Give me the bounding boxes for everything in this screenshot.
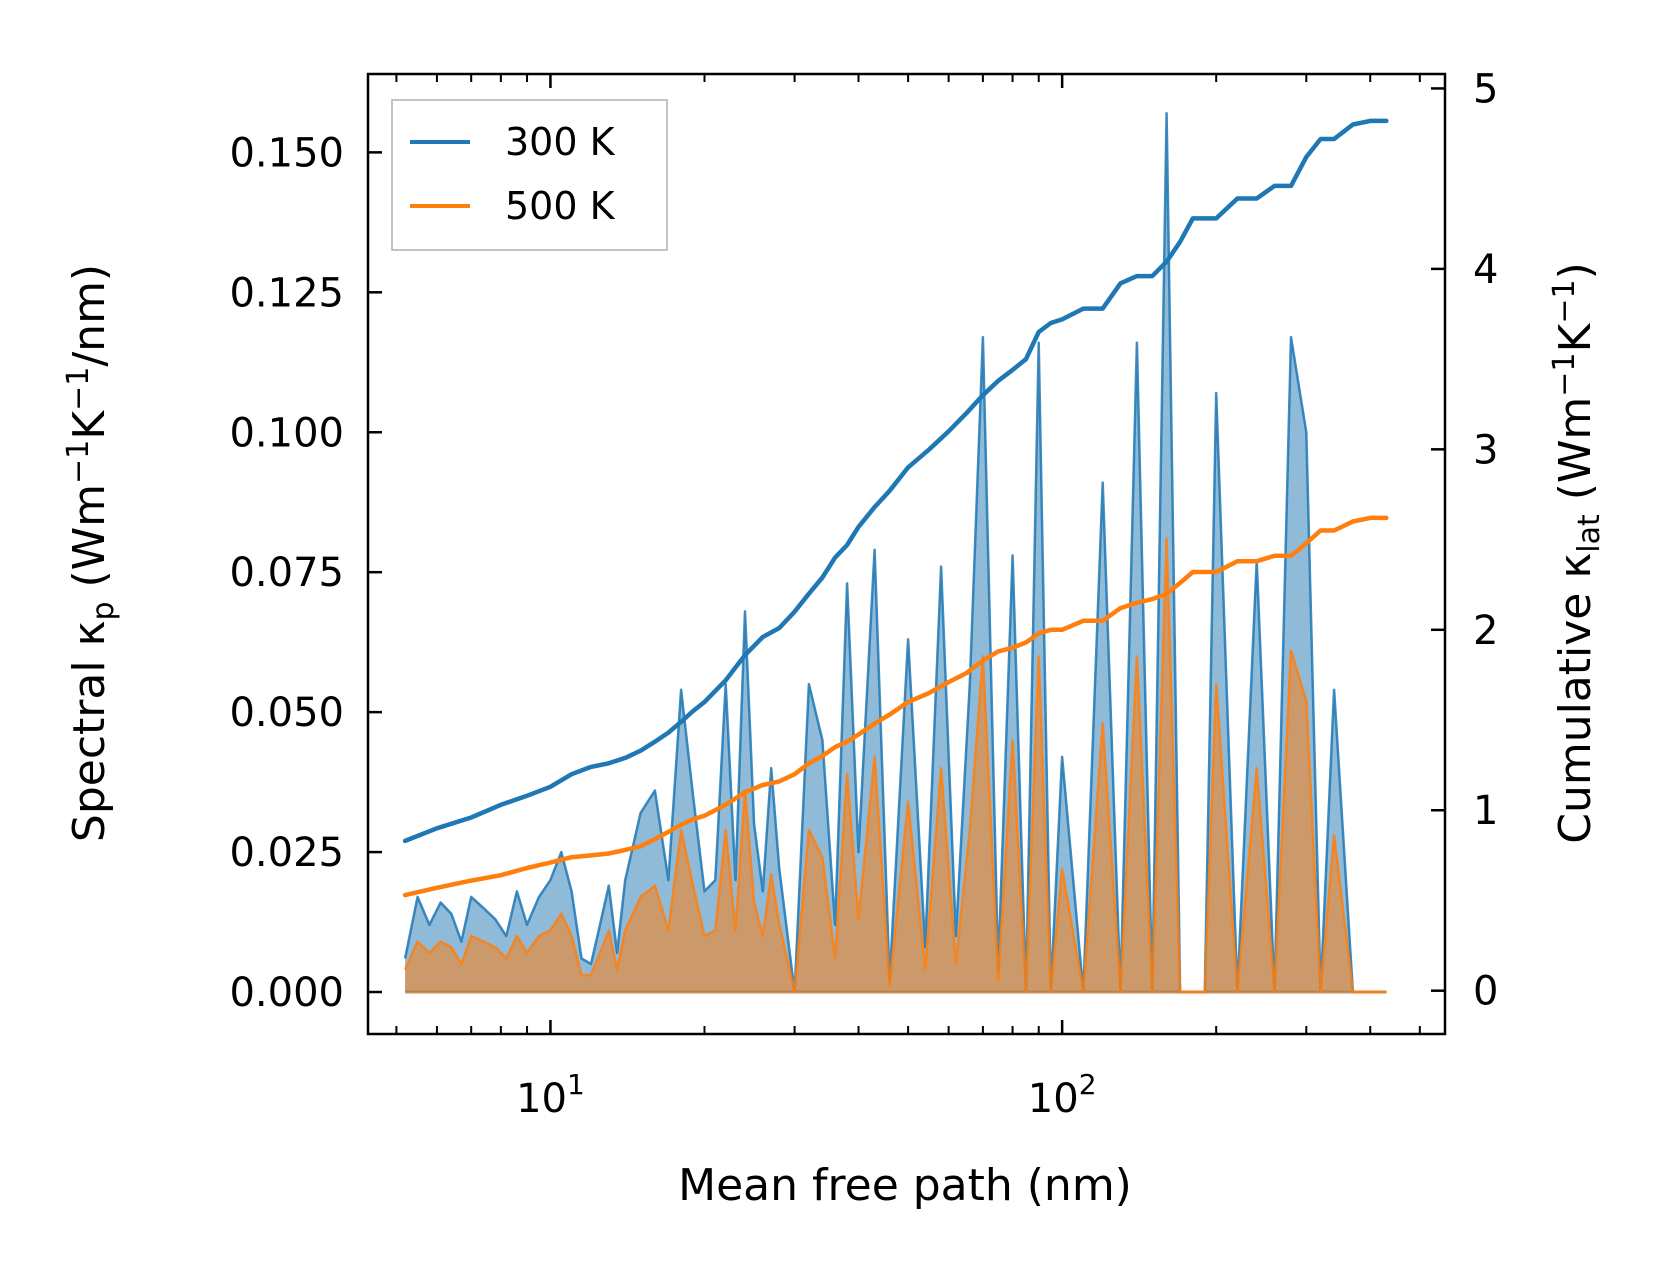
left-y-tick-label: 0.100 (229, 410, 344, 456)
x-tick-label: 102 (1028, 1068, 1097, 1122)
plot-frame (366, 72, 1447, 1036)
right-y-tick-label: 3 (1473, 427, 1498, 473)
legend-frame (391, 99, 668, 251)
legend: 300 K 500 K (391, 99, 668, 251)
right-y-tick-label: 5 (1473, 66, 1498, 112)
right-y-tick-label: 2 (1473, 608, 1498, 654)
left-y-tick-label: 0.025 (229, 830, 344, 876)
left-y-tick-label: 0.125 (229, 270, 344, 316)
left-y-tick-label: 0.050 (229, 690, 344, 736)
legend-label-300k: 300 K (505, 120, 616, 164)
cumulative-line-500k (402, 515, 1389, 898)
right-y-axis-ticks: 0 1 2 3 4 5 (1431, 66, 1498, 1015)
x-tick-label: 101 (516, 1068, 585, 1122)
cumulative-lines (402, 118, 1389, 898)
spectral-lines (403, 111, 1387, 994)
left-y-axis-title: Spectral κp (Wm−1K−1/nm) (61, 264, 121, 842)
x-axis-title: Mean free path (nm) (678, 1160, 1132, 1211)
right-y-axis-title: Cumulative κlat (Wm−1K−1) (1547, 262, 1607, 844)
legend-label-500k: 500 K (505, 184, 616, 228)
right-y-tick-label: 4 (1473, 247, 1498, 293)
cumulative-line-300k (402, 118, 1389, 844)
left-y-tick-label: 0.000 (229, 970, 344, 1016)
right-y-tick-label: 0 (1473, 969, 1498, 1015)
left-y-axis-ticks: 0.000 0.025 0.050 0.075 0.100 0.125 0.150 (229, 130, 382, 1016)
left-y-tick-label: 0.075 (229, 550, 344, 596)
spectral-area-500k (405, 538, 1387, 992)
x-axis-ticks: 101 102 (395, 74, 1421, 1122)
left-y-tick-label: 0.150 (229, 130, 344, 176)
right-y-tick-label: 1 (1473, 788, 1498, 834)
